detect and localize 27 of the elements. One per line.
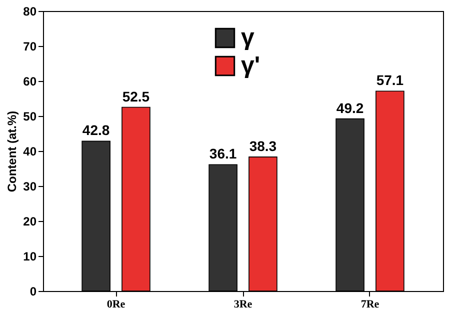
x-tick-label: 7Re bbox=[360, 298, 380, 310]
bar bbox=[82, 140, 110, 292]
y-tick-label: 50 bbox=[23, 110, 37, 124]
bar bbox=[208, 164, 238, 292]
x-tick-label: 3Re bbox=[234, 298, 252, 310]
y-tick-label: 10 bbox=[23, 250, 37, 264]
bar bbox=[248, 156, 278, 292]
data-label: 52.5 bbox=[122, 88, 150, 104]
data-label: 49.2 bbox=[336, 100, 364, 116]
data-label: 38.3 bbox=[249, 138, 277, 154]
y-tick-label: 80 bbox=[23, 4, 37, 18]
bar bbox=[376, 90, 404, 292]
y-tick-label: 20 bbox=[23, 214, 37, 228]
x-tick-label: 0Re bbox=[106, 298, 126, 310]
y-tick-label: 0 bbox=[30, 284, 37, 298]
y-tick-label: 60 bbox=[23, 74, 37, 88]
bar bbox=[122, 106, 150, 292]
y-tick-label: 70 bbox=[23, 40, 37, 54]
legend-label: γ' bbox=[241, 52, 260, 79]
bar bbox=[336, 118, 364, 292]
y-axis-title: Content (at.%) bbox=[5, 110, 20, 192]
y-tick-label: 40 bbox=[23, 144, 37, 158]
y-tick-label: 30 bbox=[23, 180, 37, 194]
legend-label: γ bbox=[241, 24, 255, 51]
data-label: 42.8 bbox=[82, 122, 110, 138]
data-label: 36.1 bbox=[209, 146, 237, 162]
data-label: 57.1 bbox=[376, 72, 404, 88]
